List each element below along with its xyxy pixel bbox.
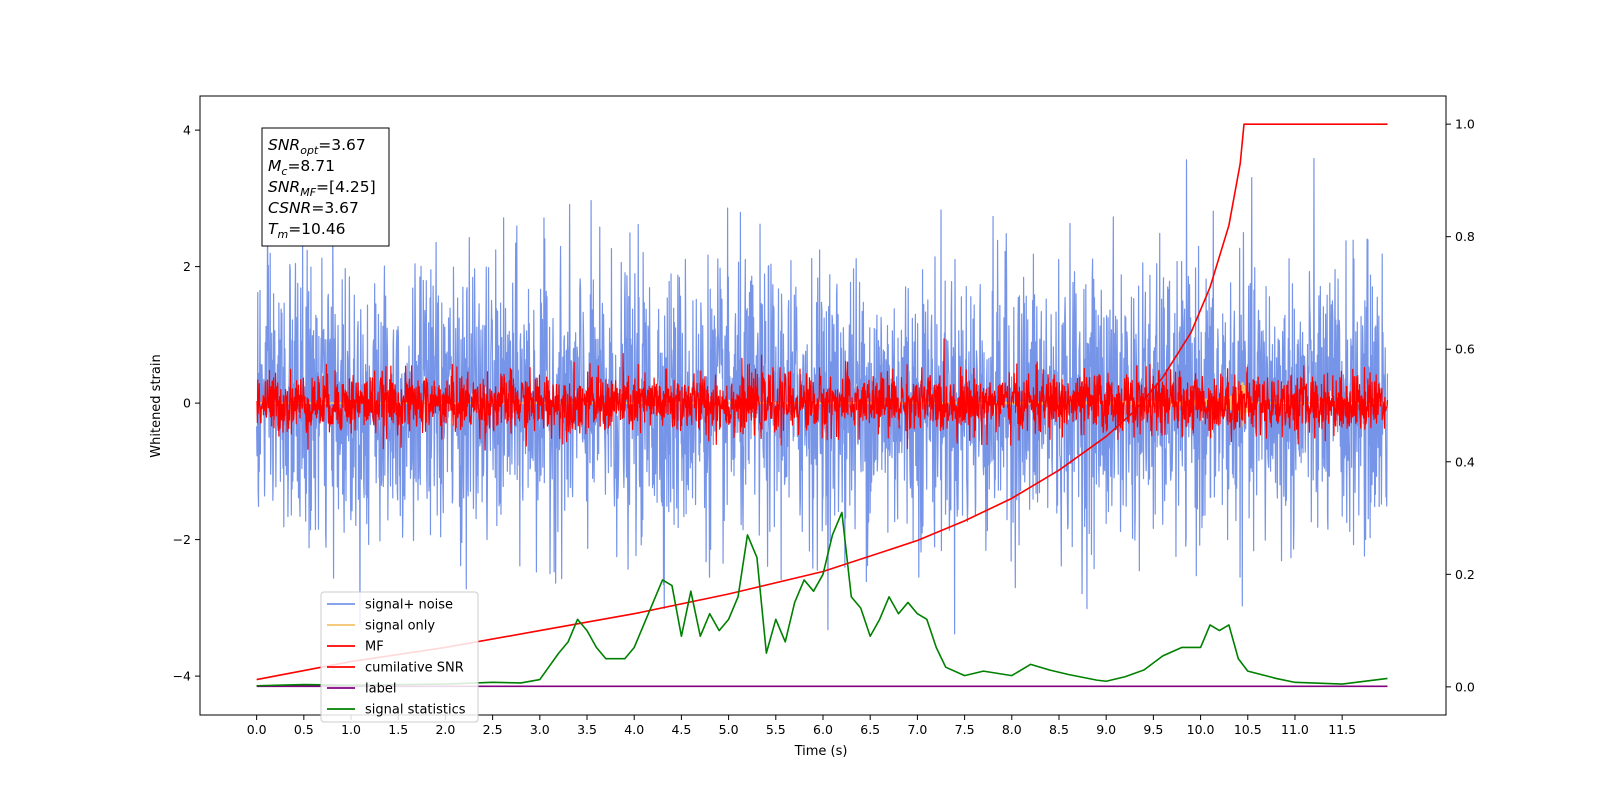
y-axis-right: 1.0 0.8 0.6 0.4 0.2 0.0 xyxy=(1446,117,1475,694)
y-tick-label: 4 xyxy=(183,123,191,138)
x-tick-label: 3.0 xyxy=(530,722,550,737)
annotation-line: SNRopt=3.67 xyxy=(268,136,366,157)
x-tick-label: 8.5 xyxy=(1049,722,1069,737)
legend-frame xyxy=(320,591,479,723)
x-tick-label: 0.5 xyxy=(294,722,314,737)
y-axis-left: 4 2 0 −2 −4 xyxy=(173,123,200,684)
x-tick-label: 9.5 xyxy=(1143,722,1163,737)
x-tick-label: 9.0 xyxy=(1096,722,1116,737)
series-signal-statistics-line xyxy=(256,511,1388,687)
y-right-tick-label: 0.2 xyxy=(1455,567,1475,582)
x-tick-label: 10.0 xyxy=(1187,722,1215,737)
legend-label-cumilative-snr: cumilative SNR xyxy=(365,661,464,676)
annotation-line: CSNR=3.67 xyxy=(268,199,359,217)
x-tick-label: 3.5 xyxy=(577,722,597,737)
x-tick-label: 5.5 xyxy=(766,722,786,737)
x-tick-label: 4.5 xyxy=(671,722,691,737)
annotation-frame xyxy=(261,127,390,247)
y-right-tick-label: 0.0 xyxy=(1455,679,1475,694)
y-axis-title: Whitened strain xyxy=(149,354,164,457)
y-right-tick-label: 0.4 xyxy=(1455,454,1475,469)
annotation-line: Tm=10.46 xyxy=(268,220,346,241)
legend-label-label: label xyxy=(365,682,396,697)
x-tick-label: 7.0 xyxy=(907,722,927,737)
series-cumilative-snr-line xyxy=(256,123,1388,681)
y-right-tick-label: 1.0 xyxy=(1455,117,1475,132)
x-tick-label: 5.0 xyxy=(719,722,739,737)
y-right-tick-label: 0.6 xyxy=(1455,342,1475,357)
x-tick-label: 0.0 xyxy=(247,722,267,737)
y-right-tick-label: 0.8 xyxy=(1455,229,1475,244)
plot-area xyxy=(256,123,1389,688)
annotation-line: Mc=8.71 xyxy=(268,157,335,178)
y-tick-label: −2 xyxy=(173,532,191,547)
x-tick-label: 10.5 xyxy=(1234,722,1262,737)
legend-label-signal-statistics: signal statistics xyxy=(365,703,466,718)
x-tick-label: 1.0 xyxy=(341,722,361,737)
x-tick-label: 2.5 xyxy=(483,722,503,737)
y-tick-label: −4 xyxy=(173,669,191,684)
x-tick-label: 6.5 xyxy=(860,722,880,737)
x-tick-label: 2.0 xyxy=(435,722,455,737)
x-tick-label: 11.0 xyxy=(1281,722,1309,737)
legend-label-mf: MF xyxy=(365,640,384,655)
series-mf-line xyxy=(256,338,1389,451)
y-tick-label: 0 xyxy=(183,396,191,411)
legend: signal+ noise signal only MF cumilative SNR… xyxy=(320,591,479,723)
annotation-line: SNRMF=[4.25] xyxy=(268,178,376,199)
legend-label-signal-only: signal only xyxy=(365,619,435,634)
x-tick-label: 7.5 xyxy=(955,722,975,737)
x-tick-label: 6.0 xyxy=(813,722,833,737)
x-axis: 0.0 0.5 1.0 1.5 2.0 2.5 3.0 3.5 4.0 4.5 5.0 5.5 6.0 6… xyxy=(247,715,1356,737)
legend-label-signal-noise: signal+ noise xyxy=(365,598,453,613)
x-tick-label: 1.5 xyxy=(388,722,408,737)
x-tick-label: 11.5 xyxy=(1328,722,1356,737)
y-tick-label: 2 xyxy=(183,259,191,274)
x-tick-label: 4.0 xyxy=(624,722,644,737)
x-axis-title: Time (s) xyxy=(794,744,848,759)
x-tick-label: 8.0 xyxy=(1002,722,1022,737)
